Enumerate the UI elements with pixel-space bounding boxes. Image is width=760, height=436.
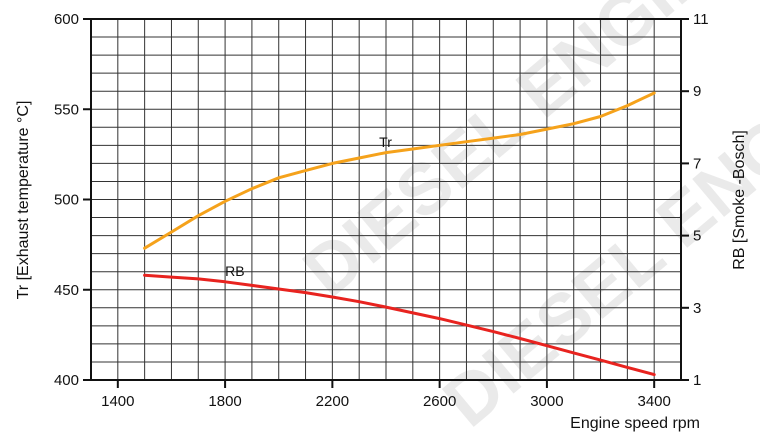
x-tick-label: 1800	[208, 393, 241, 410]
right-tick-label: 1	[693, 372, 701, 389]
right-tick-label: 11	[693, 11, 709, 28]
series-line-tr	[143, 91, 656, 250]
left-tick-label: 400	[54, 372, 79, 389]
grid	[91, 19, 681, 380]
x-tick-label: 1400	[101, 393, 134, 410]
series-label-tr: Tr	[379, 134, 392, 150]
x-tick-label: 3000	[530, 393, 563, 410]
left-tick-label: 450	[54, 282, 79, 299]
right-axis-ticks: 1 3 5 7 9 11	[681, 11, 709, 389]
right-tick-label: 5	[693, 228, 701, 245]
right-tick-label: 3	[693, 300, 701, 317]
x-tick-label: 2600	[423, 393, 456, 410]
series-line-rb	[143, 273, 656, 377]
x-tick-label: 3400	[637, 393, 670, 410]
x-tick-label: 2200	[316, 393, 349, 410]
left-axis-ticks: 400 450 500 550 600	[54, 11, 91, 389]
left-tick-label: 550	[54, 101, 79, 118]
right-tick-label: 9	[693, 83, 701, 100]
right-axis-title: RB [Smoke -Bosch]	[731, 130, 748, 270]
left-axis-title: Tr [Exhaust temperature °C]	[15, 101, 32, 300]
x-axis-title: Engine speed rpm	[570, 415, 700, 432]
left-tick-label: 500	[54, 192, 79, 209]
right-tick-label: 7	[693, 155, 701, 172]
series-label-rb: RB	[225, 263, 244, 279]
series-layer: Tr RB	[143, 91, 656, 377]
x-axis-ticks: 1400 1800 2200 2600 3000 3400	[101, 380, 671, 410]
left-tick-label: 600	[54, 11, 79, 28]
